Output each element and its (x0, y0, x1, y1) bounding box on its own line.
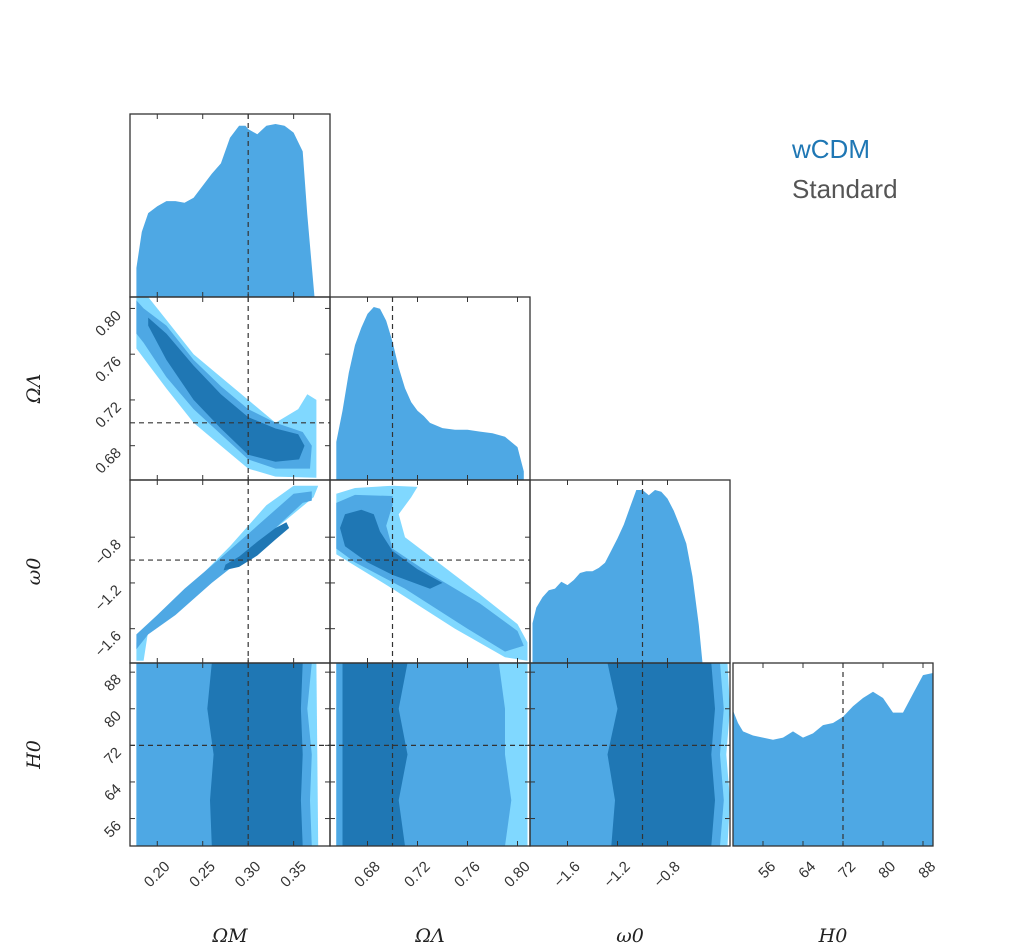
y-tick-label-h0: 72 (101, 744, 125, 768)
contour-1sigma-ol-om (148, 317, 305, 462)
marginal-w0 (532, 490, 703, 663)
y-tick-label-ol: 0.80 (92, 307, 125, 340)
x-axis-label-om: ΩM (211, 925, 248, 947)
panel-frame (529, 662, 731, 847)
y-tick-label-ol: 0.72 (92, 399, 125, 432)
panel-h0-vs-w0 (530, 663, 730, 846)
panel-ol-vs-om (136, 297, 317, 478)
y-tick-label-w0: −1.2 (92, 582, 125, 615)
x-axis-label-ol: ΩΛ (414, 925, 444, 947)
x-tick-label-om: 0.20 (141, 858, 174, 891)
y-tick-label-h0: 56 (101, 817, 125, 841)
x-tick-label-h0: 56 (755, 858, 779, 882)
x-tick-label-h0: 72 (835, 858, 859, 882)
y-tick-label-ol: 0.76 (92, 353, 125, 386)
y-axis-label-w0: ω0 (23, 558, 45, 586)
x-tick-label-ol: 0.80 (501, 858, 534, 891)
y-axis-label-ol: ΩΛ (23, 374, 45, 404)
y-tick-label-w0: −0.8 (92, 536, 125, 569)
contour-1sigma-w0-ol (340, 509, 443, 589)
y-axis-label-h0: H0 (23, 740, 45, 770)
panel-w0-vs-om (136, 485, 319, 661)
panel-h0-vs-ol (336, 663, 528, 846)
y-tick-label-h0: 80 (101, 708, 125, 732)
contour-1sigma-h0-w0 (607, 663, 715, 846)
legend-entry-standard: Standard (792, 174, 898, 204)
truth-lines-layer (130, 114, 844, 846)
contour-2sigma-w0-ol (336, 494, 524, 652)
contour-1sigma-w0-om (223, 522, 290, 571)
y-tick-label-h0: 64 (101, 781, 125, 805)
panel-frame (732, 662, 934, 847)
x-tick-label-w0: −0.8 (651, 858, 684, 891)
marginal-om (136, 124, 315, 297)
y-tick-label-h0: 88 (101, 671, 125, 695)
panel-w0-vs-ol (336, 485, 528, 661)
y-tick-label-ol: 0.68 (92, 444, 125, 477)
x-tick-label-w0: −1.6 (551, 858, 584, 891)
panel-h0-vs-om (136, 663, 319, 846)
marginal-h0 (733, 673, 933, 846)
x-tick-label-om: 0.35 (277, 858, 310, 891)
contour-1sigma-h0-ol (342, 663, 408, 846)
x-tick-label-ol: 0.72 (401, 858, 434, 891)
contour-2sigma-w0-om (136, 491, 312, 650)
contour-1sigma-h0-om (207, 663, 303, 846)
x-tick-label-h0: 64 (795, 858, 819, 882)
x-tick-label-om: 0.30 (232, 858, 265, 891)
contour-layer (136, 124, 933, 846)
x-tick-label-w0: −1.2 (601, 858, 634, 891)
x-axis-label-w0: ω0 (616, 925, 644, 947)
x-axis-label-h0: H0 (818, 925, 848, 947)
x-tick-label-om: 0.25 (186, 858, 219, 891)
x-tick-label-h0: 80 (875, 858, 899, 882)
marginal-ol (336, 307, 524, 480)
x-tick-label-ol: 0.68 (351, 858, 384, 891)
x-tick-label-h0: 88 (915, 858, 939, 882)
y-tick-label-w0: −1.6 (92, 627, 125, 660)
panel-frames-layer (129, 113, 934, 847)
legend-entry-wcdm: wCDM (791, 134, 870, 164)
x-tick-label-ol: 0.76 (451, 858, 484, 891)
